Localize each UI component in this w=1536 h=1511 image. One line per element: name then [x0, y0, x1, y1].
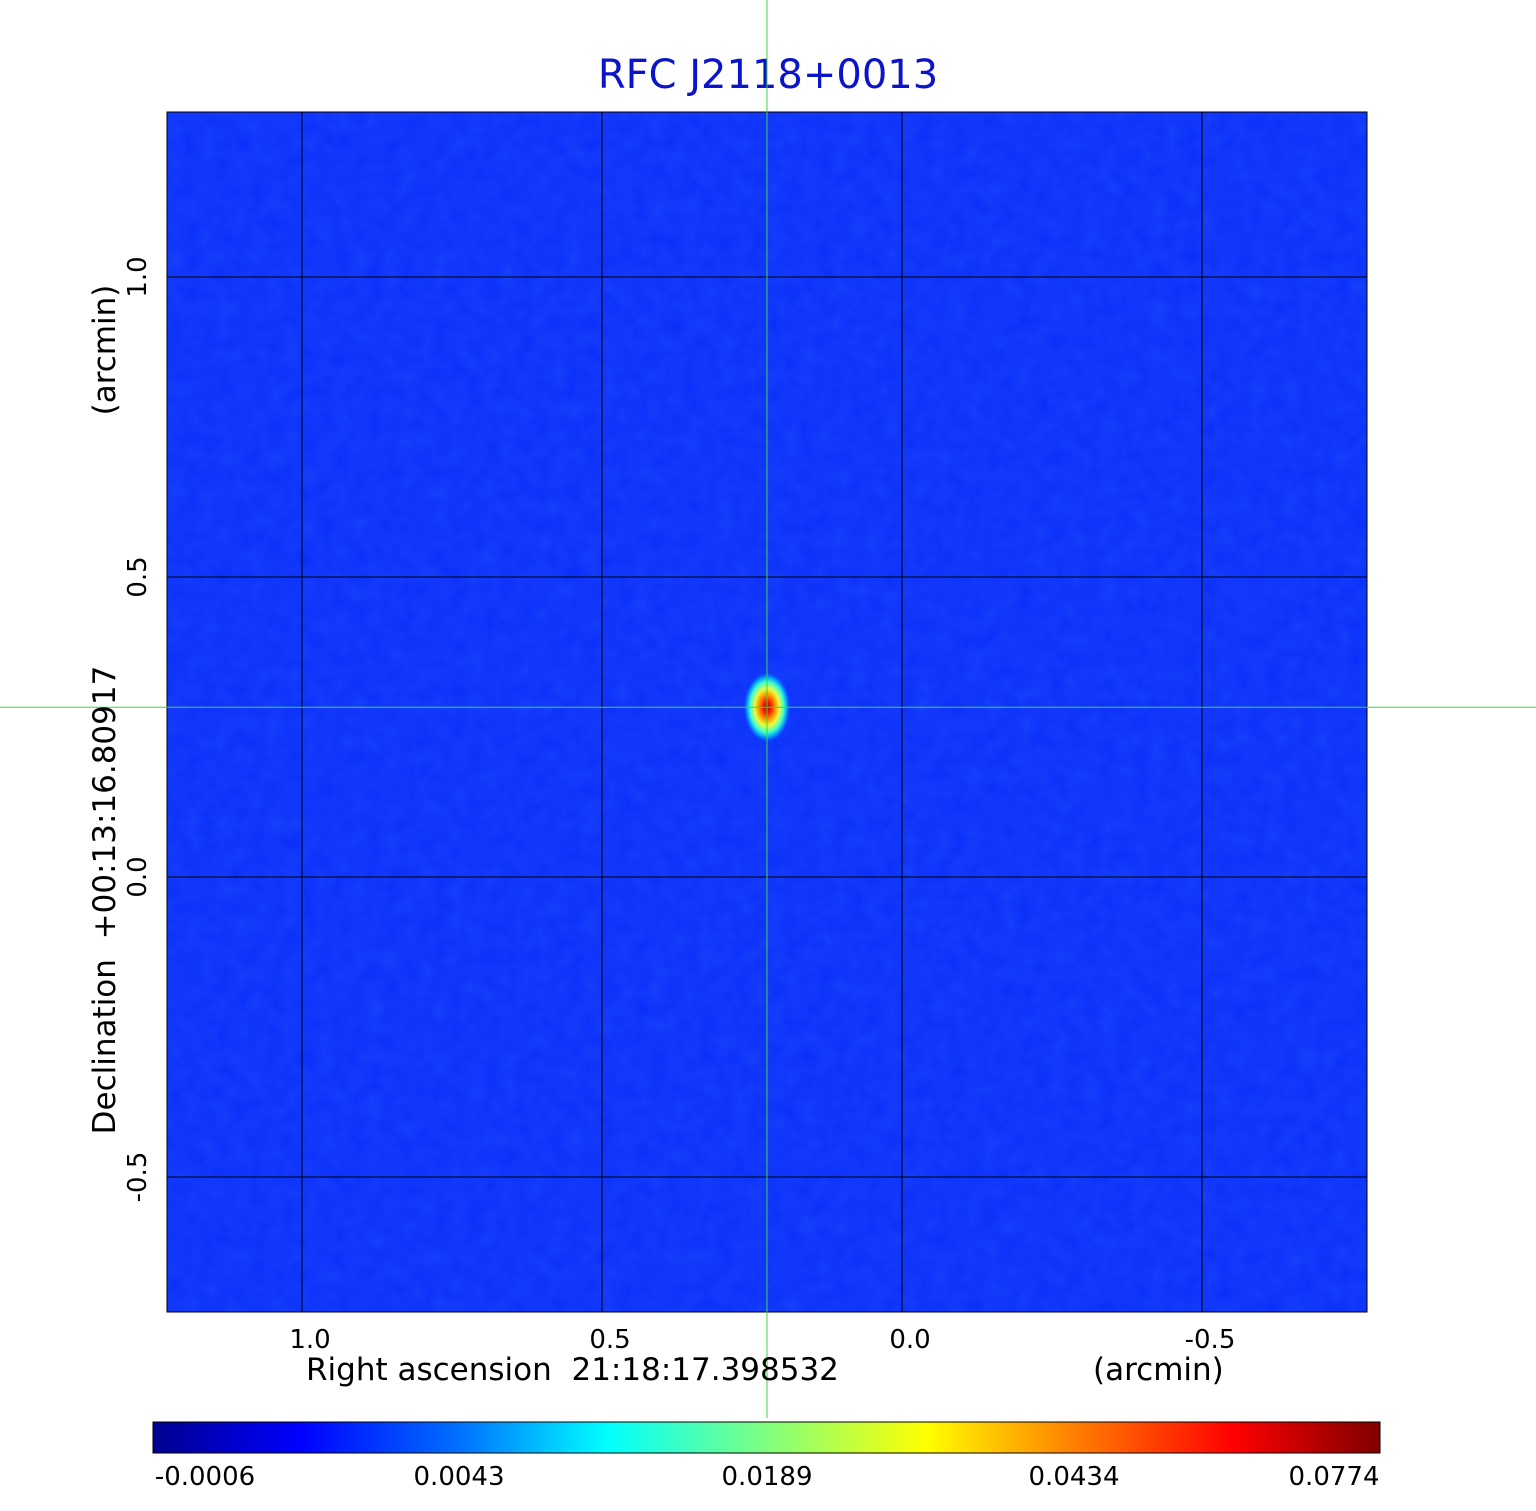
chart-title: RFC J2118+0013 [597, 52, 939, 98]
y-tick-label: 0.0 [123, 856, 153, 898]
y-tick-label: -0.5 [123, 1151, 153, 1203]
x-tick-label: 0.5 [589, 1325, 631, 1355]
x-tick-label: 0.0 [889, 1325, 931, 1355]
y-tick-label: 0.5 [123, 556, 153, 598]
y-axis-label: Declination +00:13:16.80917 [87, 665, 123, 1135]
colorbar-tick-label: 0.0774 [1288, 1462, 1380, 1492]
x-axis-unit: (arcmin) [1093, 1352, 1224, 1388]
x-tick-label: -0.5 [1184, 1325, 1236, 1355]
y-tick-label: 1.0 [123, 256, 153, 298]
x-tick-label: 1.0 [289, 1325, 331, 1355]
colorbar-tick-label: 0.0434 [1028, 1462, 1120, 1492]
colorbar [152, 1421, 1381, 1454]
colorbar-tick-label: -0.0006 [154, 1462, 256, 1492]
colorbar-tick-label: 0.0189 [721, 1462, 813, 1492]
x-axis-label: Right ascension 21:18:17.398532 [306, 1352, 839, 1388]
colorbar-tick-label: 0.0043 [413, 1462, 505, 1492]
y-axis-unit: (arcmin) [87, 284, 123, 416]
